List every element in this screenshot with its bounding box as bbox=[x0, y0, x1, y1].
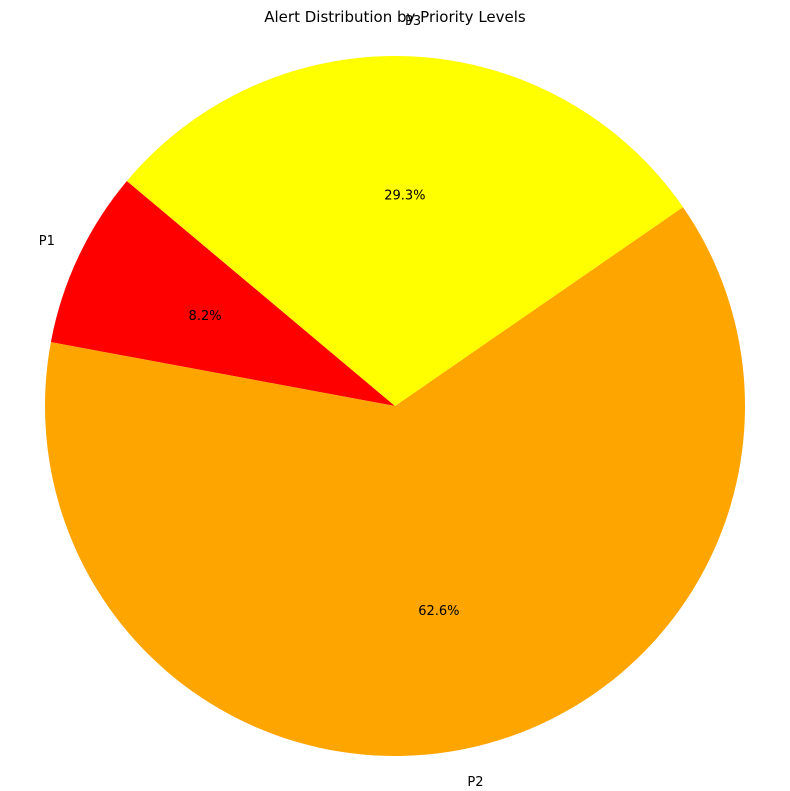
pie-slice-p3 bbox=[126, 55, 684, 407]
slice-pct-p2: 62.6% bbox=[418, 604, 459, 619]
pie-slice-p2 bbox=[45, 207, 746, 756]
pie-slice-p1 bbox=[50, 181, 396, 406]
slice-label-p1: P1 bbox=[39, 234, 55, 249]
labels-group: P1 8.2% P2 62.6% P3 29.3% bbox=[39, 14, 484, 790]
chart-title: Alert Distribution by Priority Levels bbox=[264, 8, 526, 26]
slices-group bbox=[45, 55, 746, 756]
slice-label-p2: P2 bbox=[467, 775, 483, 790]
slice-label-p3: P3 bbox=[405, 14, 421, 29]
slice-pct-p3: 29.3% bbox=[384, 189, 425, 204]
slice-pct-p1: 8.2% bbox=[189, 309, 222, 324]
